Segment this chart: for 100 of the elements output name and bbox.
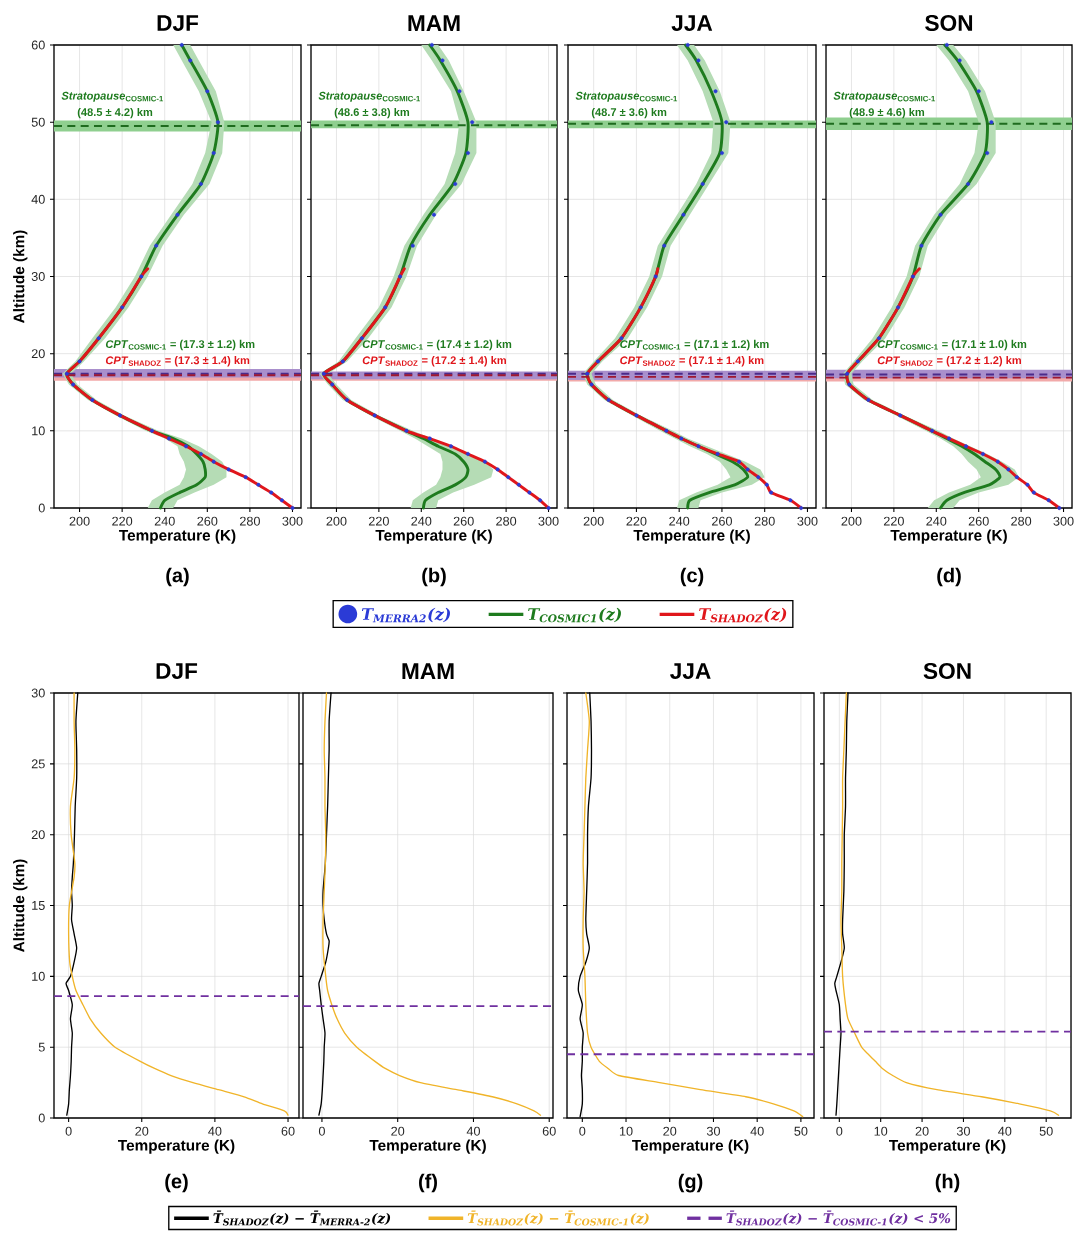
- x-tick-label: 0: [836, 1126, 843, 1136]
- x-axis-title: Temperature (K): [119, 529, 236, 544]
- x-tick-label: 280: [1011, 516, 1032, 526]
- x-tick-label: 40: [750, 1126, 764, 1136]
- x-tick-label: 280: [496, 516, 517, 526]
- x-tick-label: 40: [998, 1126, 1012, 1136]
- y-tick-label: 20: [31, 830, 45, 840]
- y-tick-label: 0: [38, 503, 45, 513]
- x-tick-label: 20: [391, 1126, 405, 1136]
- legend-label: T̄$_{SHADOZ}$(z) − T̄$_{COSMIC-1}$(z) < 5%: [726, 1210, 951, 1226]
- legend-label: T$_{SHADOZ}$(z): [699, 607, 787, 623]
- text: (a): [166, 567, 189, 587]
- x-tick-label: 260: [197, 516, 218, 526]
- text: (h): [935, 1173, 960, 1193]
- x-tick-label: 0: [579, 1126, 586, 1136]
- y-tick-label: 50: [31, 117, 45, 127]
- annotation: CPT$_{SHADOZ}$ = (17.2 ± 1.4) km: [362, 356, 506, 367]
- x-tick-label: 220: [112, 516, 133, 526]
- x-tick-label: 10: [619, 1126, 633, 1136]
- y-tick-label: 30: [31, 272, 45, 281]
- annotation: (48.6 ± 3.8) km: [334, 107, 410, 119]
- x-axis-title: Temperature (K): [632, 1139, 749, 1154]
- y-axis-title: Altitude (km): [13, 859, 28, 952]
- annotation: CPT$_{SHADOZ}$ = (17.1 ± 1.4) km: [620, 356, 764, 367]
- x-tick-label: 300: [797, 516, 818, 526]
- y-tick-label: 10: [32, 971, 45, 981]
- x-tick-label: 0: [318, 1126, 325, 1136]
- x-tick-label: 200: [69, 516, 90, 526]
- y-tick-label: 0: [38, 1113, 45, 1123]
- annotation: CPT$_{COSMIC-1}$ = (17.3 ± 1.2) km: [105, 339, 255, 351]
- x-tick-label: 280: [754, 516, 775, 526]
- chart-title: SON: [923, 662, 971, 679]
- x-tick-label: 200: [841, 516, 862, 526]
- y-tick-label: 5: [38, 1042, 45, 1052]
- annotation: (48.5 ± 4.2) km: [77, 107, 153, 119]
- chart-title: MAM: [408, 15, 460, 31]
- x-tick-label: 280: [239, 516, 260, 526]
- annotation: (48.7 ± 3.6) km: [591, 107, 667, 119]
- x-tick-label: 220: [368, 516, 389, 526]
- annotation: Stratopause$_{COSMIC-1}$: [318, 91, 421, 102]
- x-tick-label: 260: [453, 516, 474, 526]
- x-tick-label: 220: [883, 516, 904, 526]
- x-tick-label: 200: [583, 516, 604, 526]
- x-tick-label: 20: [663, 1126, 677, 1136]
- annotation: CPT$_{SHADOZ}$ = (17.2 ± 1.2) km: [877, 356, 1021, 367]
- annotation: CPT$_{COSMIC-1}$ = (17.4 ± 1.2) km: [362, 339, 512, 351]
- x-axis-title: Temperature (K): [890, 529, 1007, 544]
- chart-title: DJF: [157, 15, 199, 31]
- x-tick-label: 20: [135, 1126, 149, 1136]
- x-tick-label: 300: [282, 516, 303, 526]
- x-tick-label: 260: [968, 516, 989, 526]
- x-tick-label: 60: [281, 1126, 295, 1136]
- x-axis-title: Temperature (K): [375, 529, 492, 544]
- x-tick-label: 20: [915, 1126, 929, 1136]
- x-tick-label: 0: [65, 1126, 72, 1136]
- x-tick-label: 50: [1039, 1126, 1053, 1136]
- legend-label: T$_{COSMIC1}$(z): [528, 607, 621, 623]
- x-tick-label: 40: [208, 1126, 222, 1136]
- x-axis-title: Temperature (K): [889, 1139, 1006, 1154]
- x-tick-label: 60: [542, 1126, 556, 1136]
- x-tick-label: 300: [538, 516, 559, 526]
- y-axis-title: Altitude (km): [13, 230, 28, 323]
- x-tick-label: 240: [154, 516, 175, 526]
- chart-title: MAM: [402, 663, 454, 679]
- annotation: Stratopause$_{COSMIC-1}$: [61, 91, 164, 102]
- legend-label: T̄$_{SHADOZ}$(z) − T̄$_{MERRA-2}$(z): [213, 1210, 391, 1226]
- y-tick-label: 20: [31, 349, 45, 359]
- y-tick-label: 30: [31, 688, 45, 698]
- chart-title: DJF: [156, 663, 198, 679]
- x-tick-label: 40: [466, 1126, 480, 1136]
- x-axis-title: Temperature (K): [369, 1139, 486, 1154]
- x-tick-label: 50: [794, 1126, 808, 1136]
- y-tick-label: 40: [31, 194, 45, 204]
- x-tick-label: 220: [626, 516, 647, 526]
- text: (b): [422, 567, 446, 587]
- y-tick-label: 10: [32, 426, 45, 436]
- y-tick-label: 60: [31, 40, 45, 50]
- x-tick-label: 240: [411, 516, 432, 526]
- chart-title: SON: [925, 14, 973, 31]
- x-tick-label: 240: [669, 516, 690, 526]
- x-tick-label: 260: [712, 516, 732, 526]
- x-tick-label: 30: [956, 1126, 970, 1136]
- text: (d): [937, 567, 961, 587]
- annotation: CPT$_{COSMIC-1}$ = (17.1 ± 1.0) km: [877, 339, 1027, 351]
- text: (g): [678, 1173, 703, 1193]
- y-tick-label: 15: [32, 901, 45, 910]
- text: (e): [165, 1173, 188, 1193]
- x-tick-label: 30: [706, 1126, 720, 1136]
- y-tick-label: 25: [31, 759, 45, 769]
- x-tick-label: 10: [874, 1126, 888, 1136]
- x-tick-label: 200: [326, 516, 347, 526]
- annotation: CPT$_{COSMIC-1}$ = (17.1 ± 1.2) km: [620, 339, 769, 351]
- annotation: Stratopause$_{COSMIC-1}$: [575, 91, 678, 102]
- annotation: (48.9 ± 4.6) km: [849, 107, 925, 119]
- x-axis-title: Temperature (K): [633, 529, 750, 544]
- x-tick-label: 240: [926, 516, 947, 526]
- legend-label: T$_{MERRA2}$(z): [361, 607, 450, 623]
- chart-title: JJA: [671, 15, 713, 31]
- chart-title: JJA: [670, 663, 711, 679]
- text: (f): [419, 1173, 437, 1193]
